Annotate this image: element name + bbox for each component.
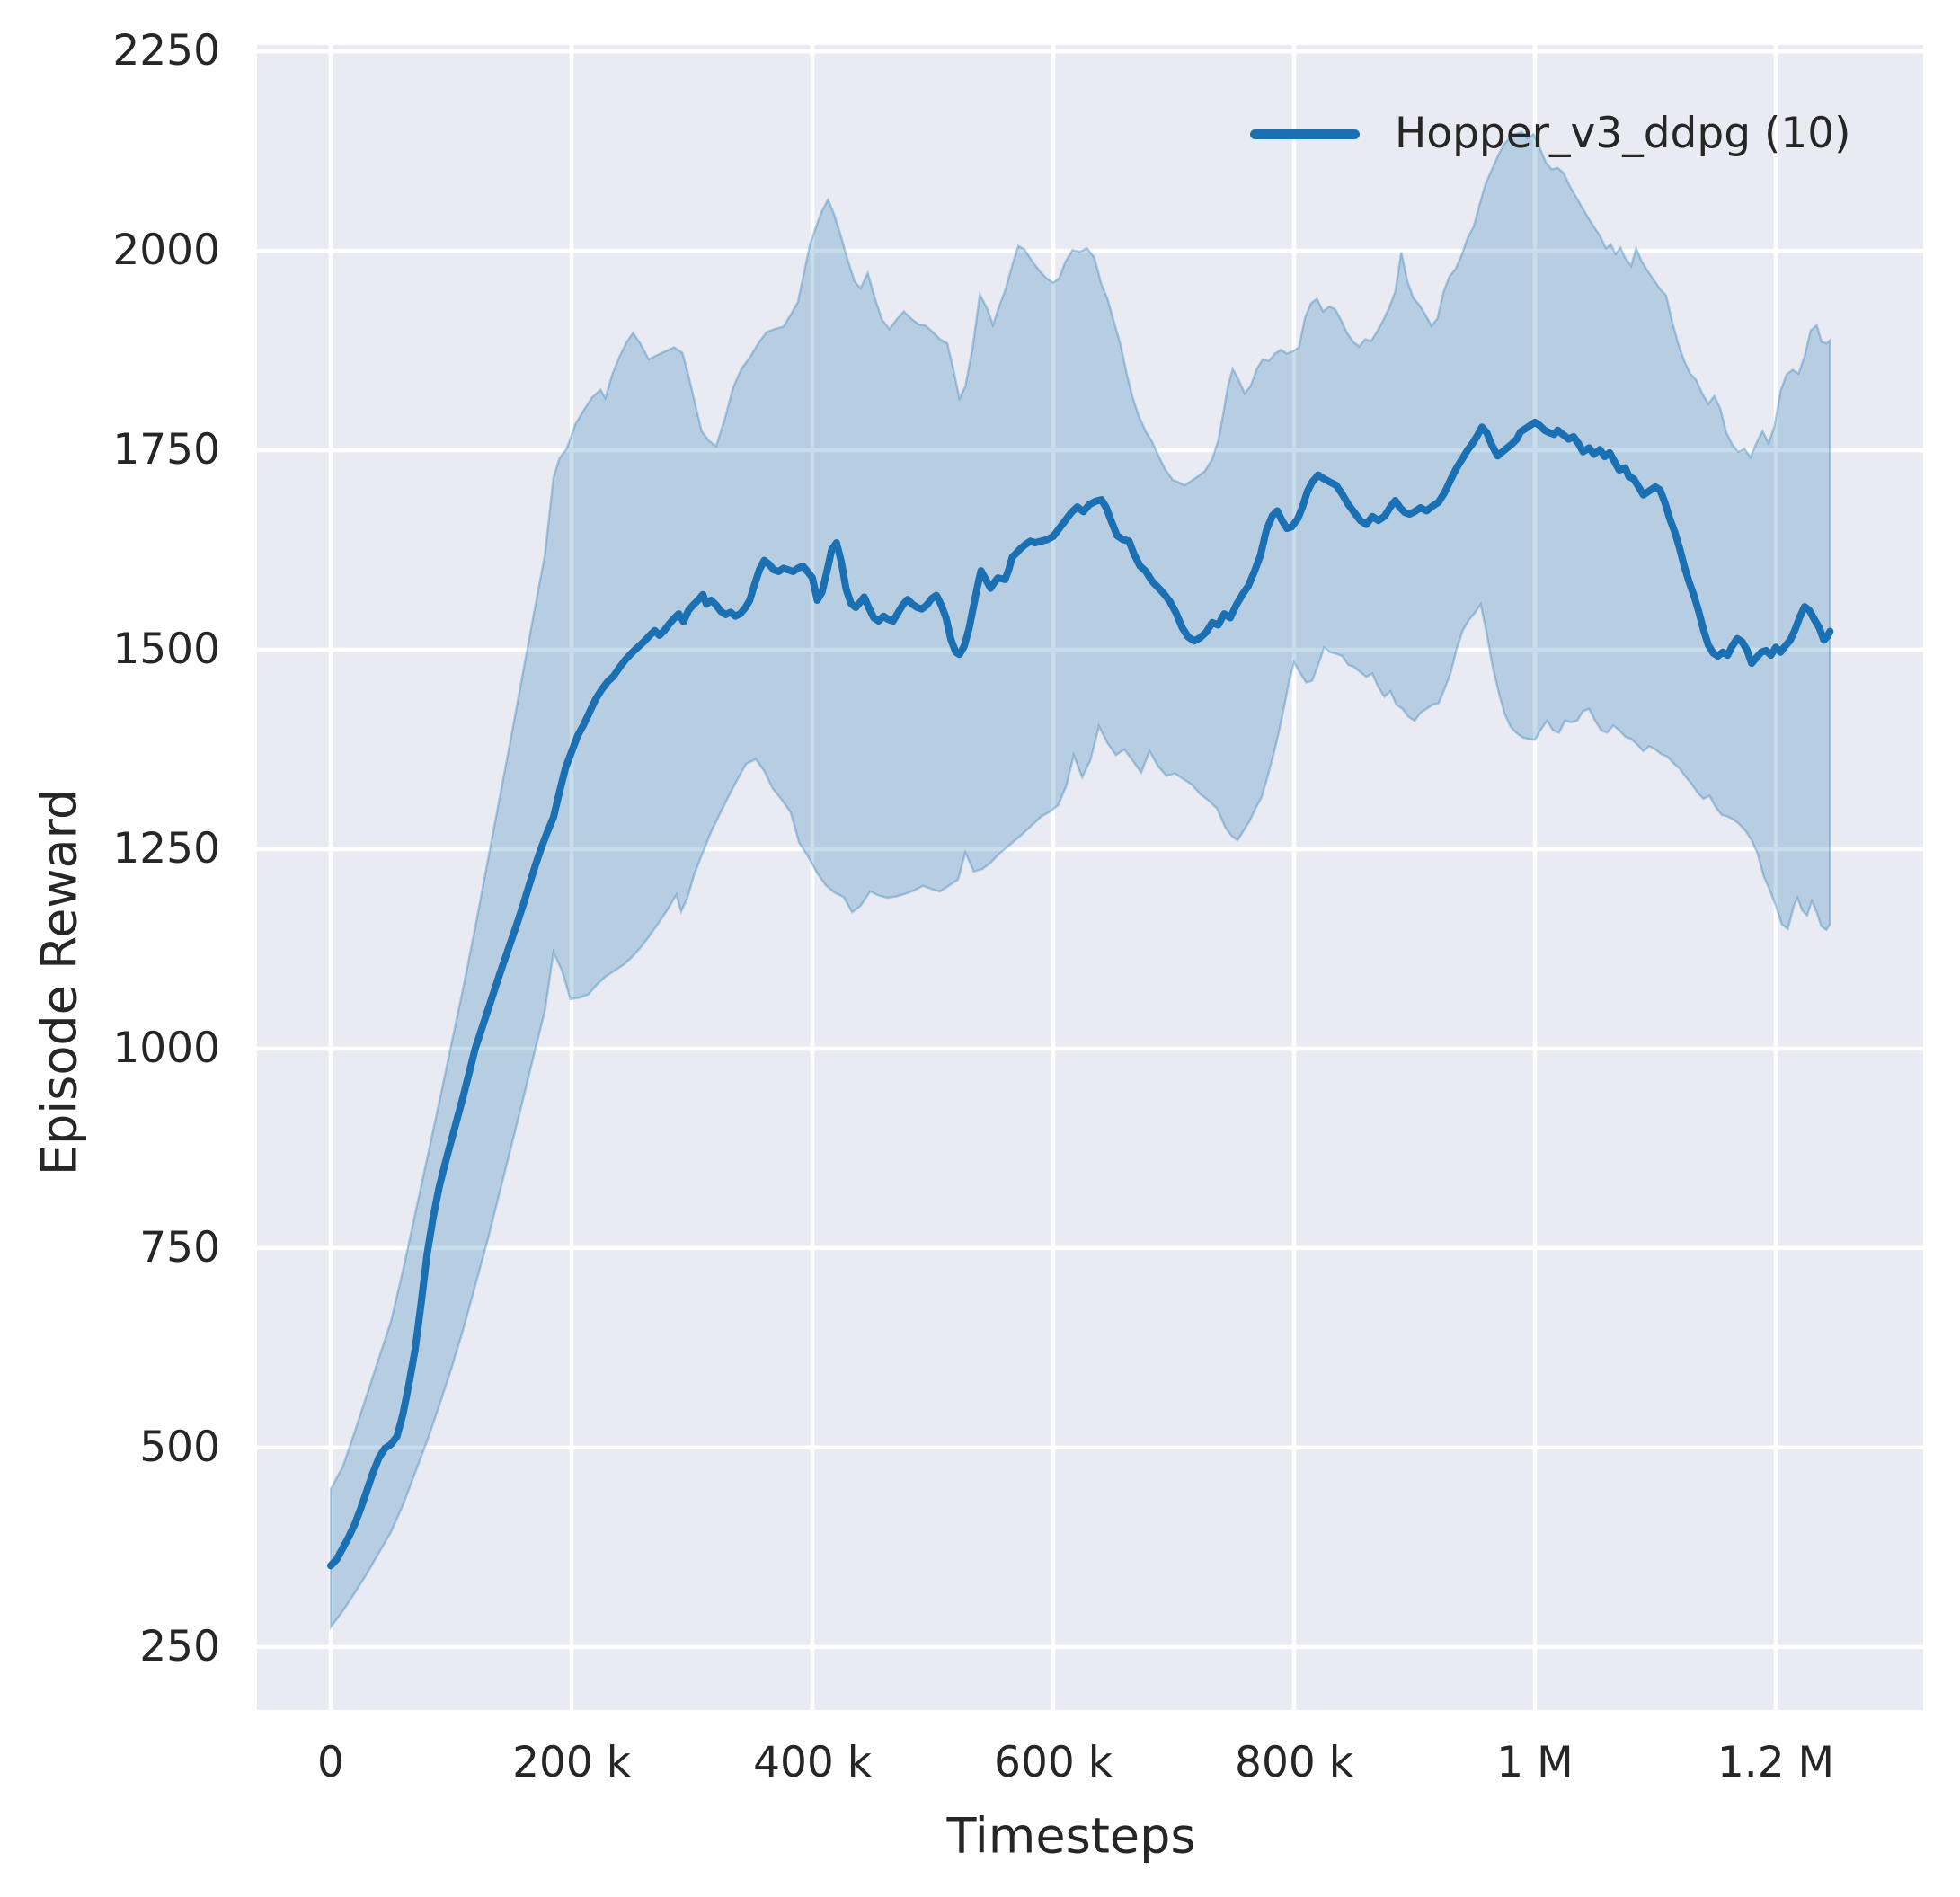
x-tick-label: 400 k xyxy=(753,1738,872,1787)
y-tick-label: 1000 xyxy=(112,1023,220,1073)
x-tick-label: 600 k xyxy=(994,1738,1113,1787)
legend: Hopper_v3_ddpg (10) xyxy=(1250,109,1850,159)
y-tick-label: 1500 xyxy=(112,625,220,674)
y-tick-label: 250 xyxy=(139,1621,220,1671)
x-tick-label: 1.2 M xyxy=(1716,1738,1835,1787)
y-tick-label: 1250 xyxy=(112,823,220,873)
y-tick-label: 2000 xyxy=(112,226,220,276)
x-tick-label: 800 k xyxy=(1235,1738,1353,1787)
x-tick-label: 0 xyxy=(317,1738,344,1787)
x-tick-label: 200 k xyxy=(512,1738,631,1787)
y-axis-title: Episode Reward xyxy=(31,788,88,1176)
x-axis-title: Timesteps xyxy=(946,1807,1196,1865)
legend-line-swatch xyxy=(1250,129,1360,139)
y-tick-label: 2250 xyxy=(112,26,220,76)
x-tick-label: 1 M xyxy=(1496,1738,1574,1787)
y-tick-label: 750 xyxy=(139,1222,220,1272)
y-tick-label: 1750 xyxy=(112,425,220,475)
y-tick-label: 500 xyxy=(139,1422,220,1472)
legend-label: Hopper_v3_ddpg (10) xyxy=(1395,109,1851,158)
